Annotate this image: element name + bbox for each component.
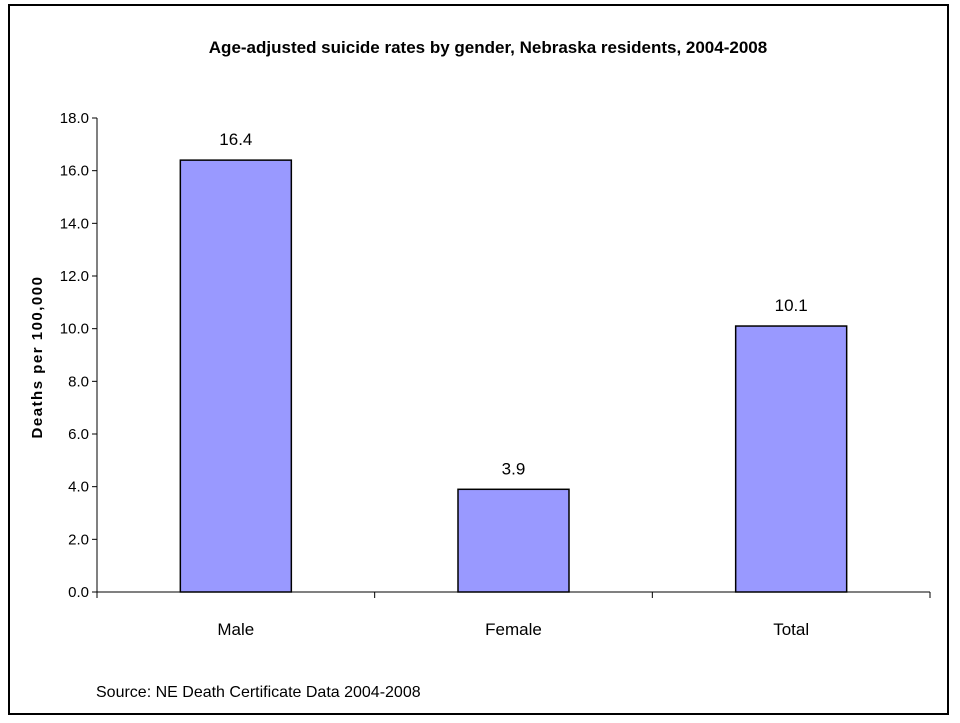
bar-total <box>734 325 848 593</box>
bar-male <box>179 159 293 593</box>
category-label-male: Male <box>217 620 254 639</box>
category-label-female: Female <box>485 620 542 639</box>
y-tick-label: 18.0 <box>60 110 89 127</box>
y-tick-label: 16.0 <box>60 163 89 180</box>
y-tick-label: 12.0 <box>60 268 89 285</box>
plot-area: 0.0 2.0 4.0 6.0 8.0 10.0 12.0 14.0 16.0 18.0 16.4 M… <box>60 110 931 639</box>
bar-female <box>457 488 570 593</box>
data-label-female: 3.9 <box>502 459 526 478</box>
data-label-total: 10.1 <box>775 296 808 315</box>
y-axis-title: Deaths per 100,000 <box>29 276 46 439</box>
chart-title: Age-adjusted suicide rates by gender, Ne… <box>209 38 767 57</box>
y-tick-label: 4.0 <box>68 479 89 496</box>
y-tick-label: 10.0 <box>60 321 89 338</box>
y-tick-label: 8.0 <box>68 373 89 390</box>
source-note: Source: NE Death Certificate Data 2004-2… <box>96 684 421 701</box>
y-tick-label: 14.0 <box>60 215 89 232</box>
category-label-total: Total <box>773 620 809 639</box>
y-tick-label: 2.0 <box>68 531 89 548</box>
data-label-male: 16.4 <box>219 130 252 149</box>
y-tick-label: 6.0 <box>68 426 89 443</box>
y-tick-label: 0.0 <box>68 584 89 601</box>
